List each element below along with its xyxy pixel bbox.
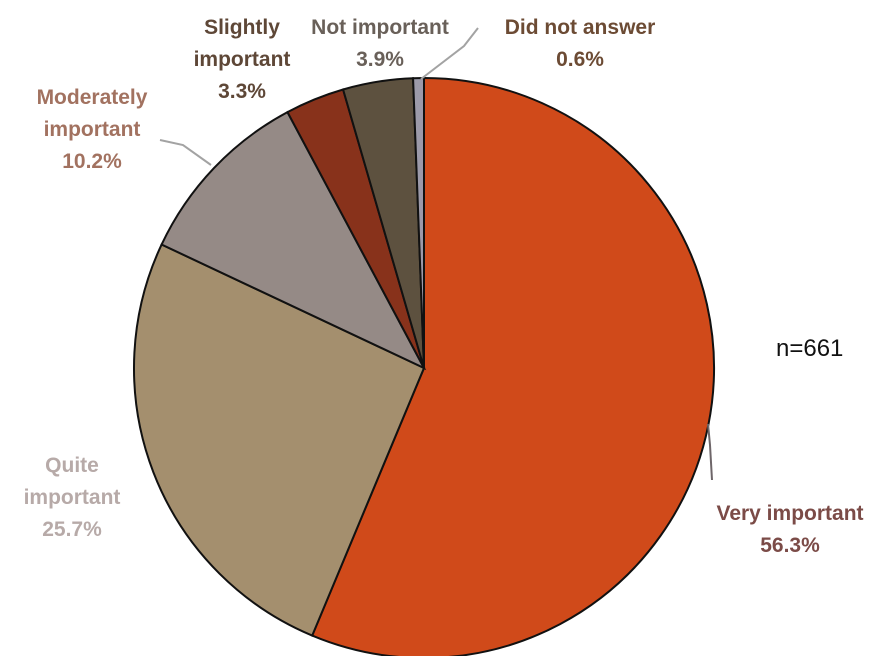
data-label-value: 3.3% xyxy=(218,80,266,103)
data-label-value: 3.9% xyxy=(356,48,404,71)
data-label-moderately-important: Moderately important 10.2% xyxy=(37,86,148,173)
pie-slice-quite-important xyxy=(133,243,426,637)
leader-line-layer xyxy=(159,27,713,481)
data-label-value: 56.3% xyxy=(760,534,820,557)
data-label-line: Not important xyxy=(311,16,449,39)
data-label-line: important xyxy=(194,48,291,71)
data-label-line: important xyxy=(24,486,121,509)
data-label-slightly-important: Slightly important 3.3% xyxy=(194,16,291,103)
sample-size-note: n=661 xyxy=(776,335,843,362)
leader-line-moderately-important xyxy=(159,139,212,166)
data-label-line: Quite xyxy=(45,454,99,477)
pie-slice-moderately-important xyxy=(160,110,427,371)
slice-layer xyxy=(133,76,715,656)
data-label-very-important: Very important 56.3% xyxy=(716,502,863,557)
pie-slice-did-not-answer xyxy=(412,76,425,369)
data-label-line: important xyxy=(44,118,141,141)
data-label-line: Did not answer xyxy=(505,16,656,39)
data-label-value: 0.6% xyxy=(556,48,604,71)
data-label-value: 25.7% xyxy=(42,518,102,541)
data-label-did-not-answer: Did not answer 0.6% xyxy=(505,16,656,71)
data-label-line: Moderately xyxy=(37,86,148,109)
leader-line-did-not-answer xyxy=(420,27,479,80)
data-label-value: 10.2% xyxy=(62,150,122,173)
data-label-quite-important: Quite important 25.7% xyxy=(24,454,121,541)
data-label-line: Very important xyxy=(716,502,863,525)
data-label-layer: Very important 56.3% Quite important 25.7% Mo… xyxy=(24,16,864,557)
data-label-line: Slightly xyxy=(204,16,280,39)
data-label-not-important: Not important 3.9% xyxy=(311,16,449,71)
leader-line-very-important xyxy=(707,423,713,481)
